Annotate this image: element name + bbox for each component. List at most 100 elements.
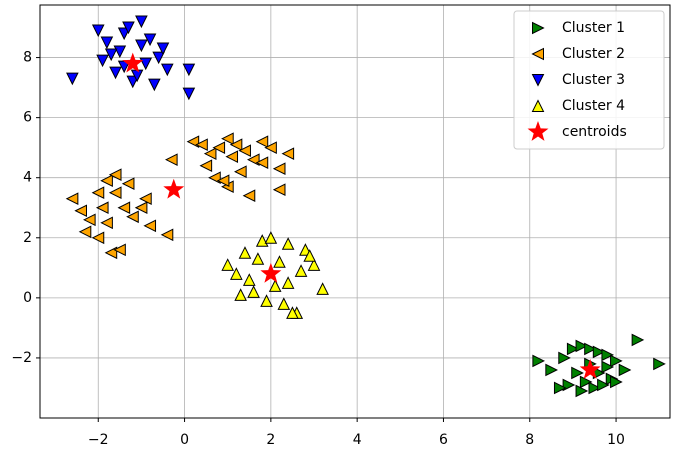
point [104, 48, 118, 62]
point [160, 63, 174, 77]
legend-label: Cluster 2 [562, 46, 625, 62]
point [316, 282, 329, 295]
point [558, 351, 571, 365]
point [195, 138, 208, 151]
point [610, 375, 623, 389]
legend-marker [531, 74, 545, 87]
point [121, 177, 135, 191]
point [584, 342, 597, 356]
x-tick-label: 10 [607, 432, 625, 448]
point [225, 150, 239, 163]
point [143, 219, 157, 233]
legend-marker [531, 47, 544, 61]
legend-marker [531, 99, 545, 112]
x-tick-label: 0 [180, 432, 189, 448]
point [182, 63, 196, 77]
point [303, 249, 317, 262]
point [255, 135, 269, 148]
point [83, 213, 96, 227]
point [152, 51, 165, 65]
point [74, 204, 87, 218]
legend-label: Cluster 3 [562, 72, 625, 88]
point [143, 33, 157, 47]
point [139, 57, 153, 71]
point [579, 358, 601, 379]
point [238, 246, 252, 259]
point [579, 375, 593, 389]
point [91, 24, 105, 38]
legend-label: Cluster 4 [562, 98, 625, 114]
point [100, 216, 113, 230]
legend: Cluster 1 Cluster 2 Cluster 3 Cluster 4 cent… [513, 10, 665, 150]
point [618, 363, 632, 377]
x-tick-label: 6 [439, 432, 448, 448]
point [91, 186, 105, 200]
point [247, 285, 260, 298]
point [597, 378, 610, 392]
point [592, 345, 606, 359]
point [553, 381, 567, 395]
point [264, 141, 277, 154]
point [268, 279, 282, 292]
point [242, 273, 256, 286]
y-tick-label: −2 [11, 350, 32, 366]
y-tick-label: 6 [23, 110, 32, 126]
point [91, 231, 105, 245]
point [229, 138, 243, 151]
point [272, 183, 286, 197]
point [199, 159, 213, 173]
point [286, 306, 299, 319]
legend-box [513, 10, 665, 150]
point [234, 165, 247, 179]
point [135, 39, 148, 53]
x-tick-label: 4 [353, 432, 362, 448]
point [66, 72, 79, 86]
point [216, 174, 230, 188]
point [156, 42, 170, 56]
point [255, 156, 269, 169]
point [281, 237, 295, 250]
point [135, 15, 148, 29]
point [532, 354, 546, 368]
point [545, 363, 558, 377]
y-tick-label: 2 [23, 230, 32, 246]
x-tick-label: 2 [266, 432, 275, 448]
point [221, 132, 234, 145]
point [182, 87, 196, 101]
point [566, 342, 580, 356]
point [100, 36, 114, 50]
point [108, 168, 122, 182]
point [260, 294, 273, 307]
point [160, 228, 174, 242]
point [610, 354, 623, 368]
point [126, 210, 139, 224]
point [242, 189, 256, 203]
point [273, 255, 286, 268]
point [109, 66, 122, 80]
point [221, 258, 235, 271]
x-tick-label: 8 [525, 432, 534, 448]
point [294, 264, 308, 277]
point [571, 366, 584, 380]
point [230, 267, 243, 280]
y-tick-label: 0 [23, 290, 32, 306]
point [653, 357, 666, 371]
point [575, 339, 589, 353]
point [163, 178, 185, 199]
point [164, 153, 178, 166]
point [117, 201, 131, 215]
point [601, 360, 615, 374]
point [96, 54, 109, 68]
point [277, 297, 291, 310]
legend-marker [527, 121, 549, 141]
y-tick-label: 4 [23, 170, 32, 186]
point [260, 262, 282, 283]
point [631, 333, 645, 347]
point [78, 225, 92, 239]
point [65, 192, 79, 206]
point [212, 141, 226, 154]
point [307, 258, 321, 271]
point [122, 52, 144, 73]
point [100, 174, 113, 188]
